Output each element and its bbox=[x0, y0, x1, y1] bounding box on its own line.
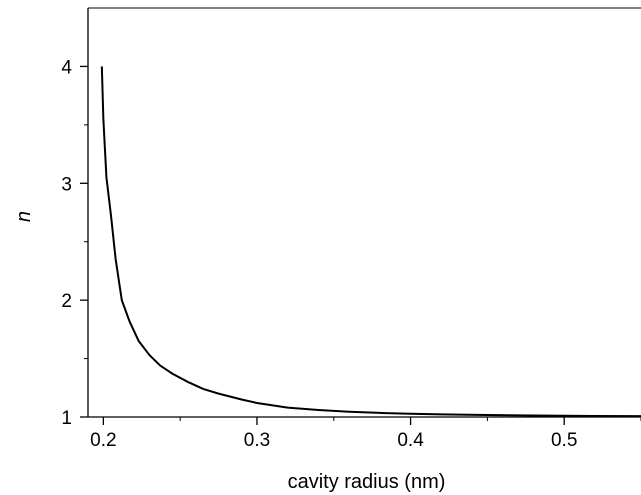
x-axis-label: cavity radius (nm) bbox=[288, 471, 446, 493]
tick-labels: 0.2 0.3 0.4 0.5 1 2 3 4 bbox=[61, 57, 577, 451]
x-tick-label: 0.5 bbox=[551, 430, 577, 451]
y-tick-label: 3 bbox=[61, 174, 72, 195]
x-tick-label: 0.3 bbox=[244, 430, 270, 451]
x-tick-label: 0.4 bbox=[397, 430, 424, 451]
y-tick-label: 1 bbox=[61, 408, 72, 429]
series-layer bbox=[100, 66, 641, 418]
x-tick-label: 0.2 bbox=[90, 430, 116, 451]
series-line-1 bbox=[100, 66, 641, 418]
plot-frame bbox=[87, 7, 641, 418]
y-axis-label: n bbox=[13, 211, 35, 222]
y-tick-label: 4 bbox=[61, 57, 72, 78]
y-tick-label: 2 bbox=[61, 291, 72, 312]
axis-ticks bbox=[80, 65, 641, 425]
